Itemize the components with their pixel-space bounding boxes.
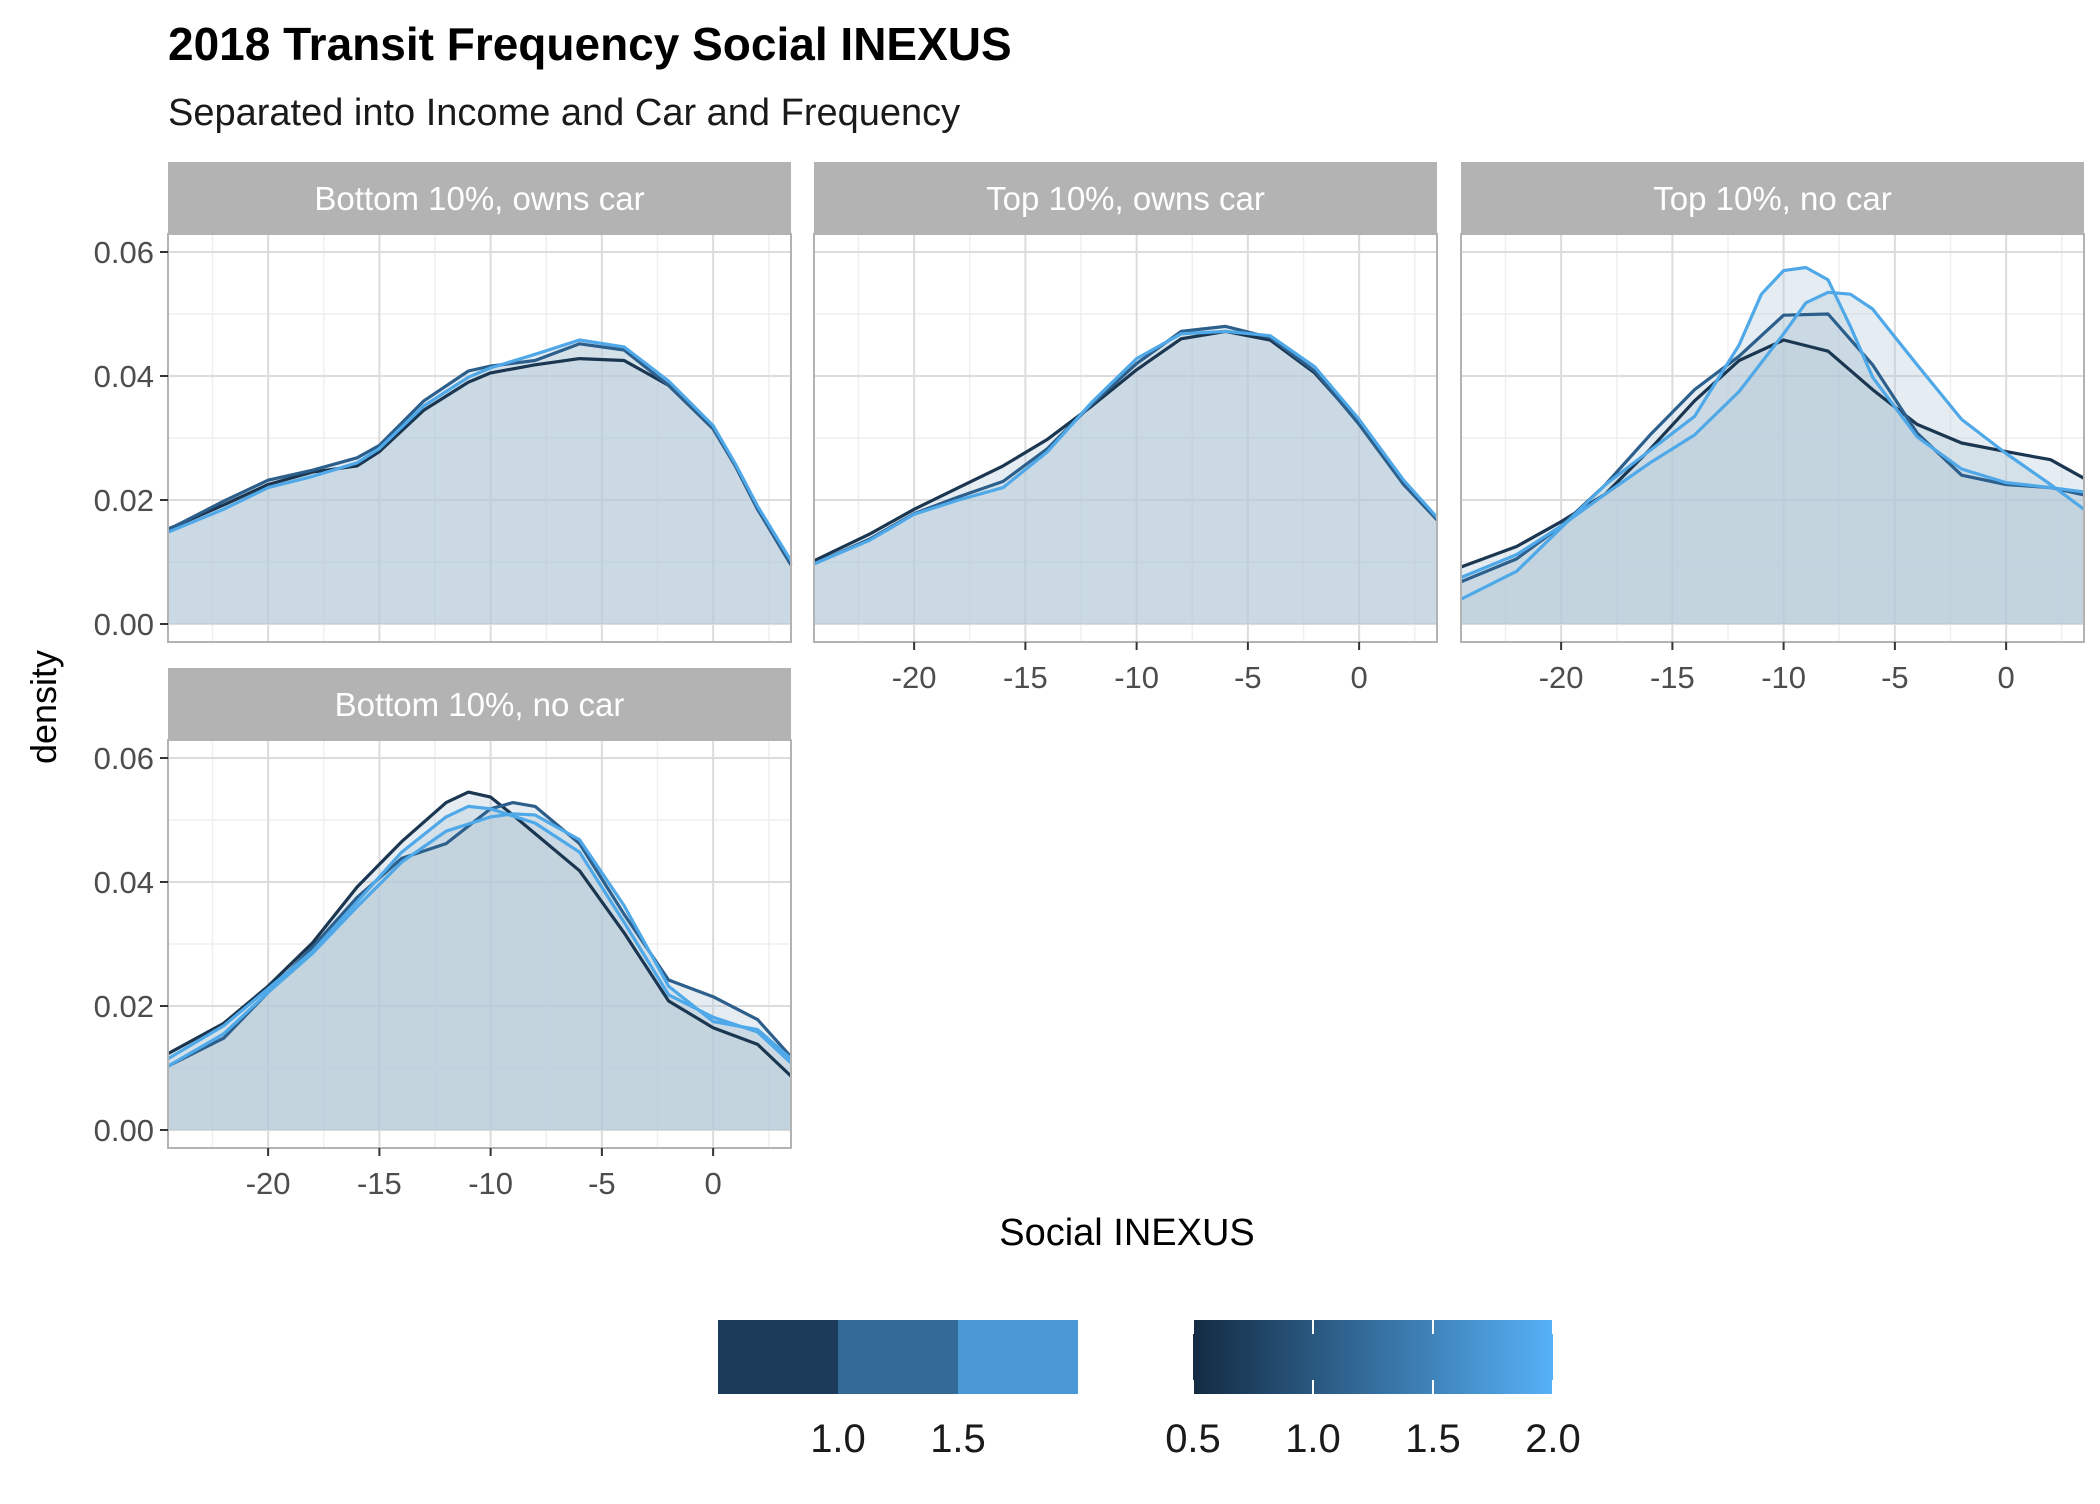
panel-border [1460, 233, 2085, 643]
legend-discrete-key [718, 1320, 838, 1394]
chart-subtitle: Separated into Income and Car and Freque… [168, 92, 960, 134]
y-tick-label: 0.06 [94, 741, 154, 776]
x-tick-label: -10 [1114, 660, 1159, 695]
facet-strip [1461, 162, 2084, 234]
x-tick-label: 0 [705, 1166, 722, 1201]
x-tick-label: 0 [1351, 660, 1368, 695]
facet-panel: Top 10%, owns car -20 -15 -10 -5 0 [813, 162, 1439, 695]
x-tick-label: -15 [1003, 660, 1048, 695]
density-area [1461, 267, 2084, 624]
density-area [168, 802, 791, 1130]
density-line [1460, 265, 2085, 601]
y-tick-label: 0.02 [94, 989, 154, 1024]
density-area [1461, 292, 2084, 624]
density-line [167, 338, 793, 562]
panel-border [167, 233, 792, 643]
legend-discrete-key [958, 1320, 1078, 1394]
facet-strip [168, 668, 791, 740]
x-tick-label: -5 [1881, 660, 1909, 695]
legend-continuous-label: 1.0 [1285, 1417, 1341, 1461]
facet-strip-label: Top 10%, no car [1653, 180, 1891, 217]
y-tick-label: 0.06 [94, 235, 154, 270]
legend-discrete-label: 1.5 [930, 1417, 986, 1461]
legend-continuous-label: 2.0 [1525, 1417, 1581, 1461]
facet-strip-label: Bottom 10%, owns car [314, 180, 644, 217]
density-area [168, 813, 791, 1130]
legend-continuous-label: 0.5 [1165, 1417, 1221, 1461]
facet-strip-label: Bottom 10%, no car [335, 686, 625, 723]
density-area [1461, 340, 2084, 624]
x-tick-label: -10 [1761, 660, 1806, 695]
density-area [814, 326, 1437, 624]
y-tick-label: 0.00 [94, 607, 154, 642]
y-axis-title: density [23, 650, 64, 764]
panel-border [813, 233, 1438, 643]
x-tick-label: 0 [1998, 660, 2015, 695]
panel-border [167, 739, 792, 1149]
facet-panel: Top 10%, no car -20 -15 -10 -5 0 [1460, 162, 2085, 695]
legend-continuous-label: 1.5 [1405, 1417, 1461, 1461]
density-area [814, 331, 1437, 624]
density-line [167, 812, 793, 1068]
legend-discrete-label: 1.0 [810, 1417, 866, 1461]
x-tick-label: -20 [246, 1166, 291, 1201]
facet-strip [168, 162, 791, 234]
density-area [1461, 314, 2084, 624]
facet-panel: Bottom 10%, no car 0.00 0.02 0.04 0.06 -20 -15… [94, 668, 793, 1201]
x-tick-label: -5 [588, 1166, 616, 1201]
legend-discrete-key [838, 1320, 958, 1394]
density-area [168, 358, 791, 624]
x-tick-label: -15 [357, 1166, 402, 1201]
y-tick-label: 0.00 [94, 1113, 154, 1148]
facet-panels: Bottom 10%, owns car 0.00 0.02 0.04 0.06 Top … [94, 162, 2085, 1201]
y-tick-label: 0.02 [94, 483, 154, 518]
density-line [167, 790, 793, 1078]
density-area [168, 806, 791, 1130]
density-area [168, 340, 791, 624]
facet-panel: Bottom 10%, owns car 0.00 0.02 0.04 0.06 [94, 162, 793, 643]
x-axis-title: Social INEXUS [999, 1212, 1255, 1254]
density-area [814, 331, 1437, 624]
x-tick-label: -20 [1539, 660, 1584, 695]
density-line [813, 329, 1439, 566]
density-line [167, 804, 793, 1065]
y-tick-label: 0.04 [94, 865, 154, 900]
density-area [168, 792, 791, 1130]
legend: 1.0 1.5 0.5 1.0 1.5 2.0 [718, 1320, 1581, 1461]
y-tick-label: 0.04 [94, 359, 154, 394]
x-tick-label: -5 [1234, 660, 1262, 695]
x-tick-label: -10 [468, 1166, 513, 1201]
density-line [1460, 290, 2085, 579]
density-area [168, 343, 791, 624]
facet-strip-label: Top 10%, owns car [986, 180, 1265, 217]
legend-colorbar [1193, 1320, 1553, 1394]
x-tick-label: -15 [1650, 660, 1695, 695]
x-tick-label: -20 [892, 660, 937, 695]
chart-title: 2018 Transit Frequency Social INEXUS [168, 18, 1012, 70]
facet-strip [814, 162, 1437, 234]
